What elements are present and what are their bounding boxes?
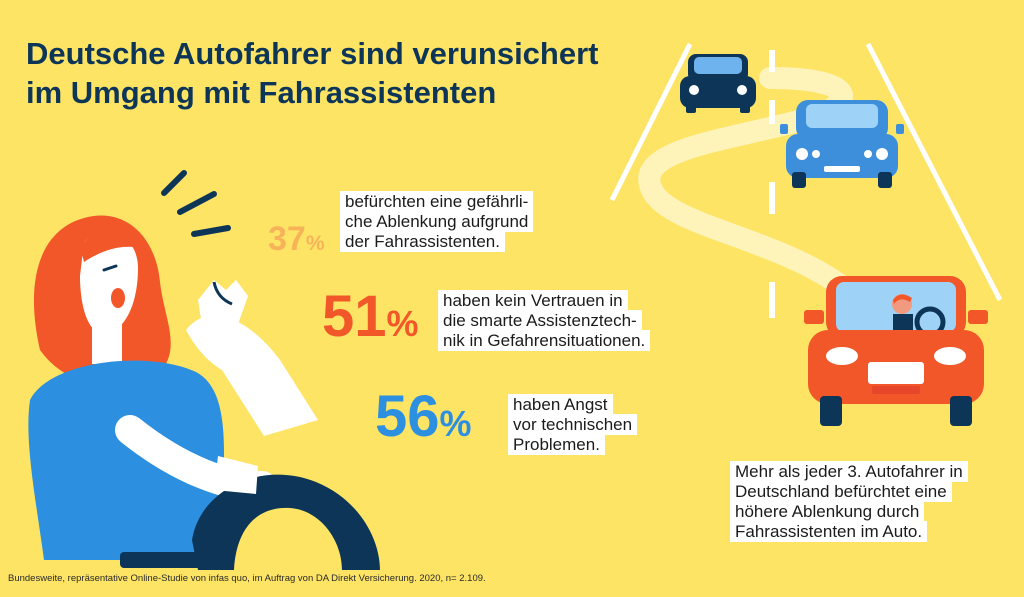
stress-lines <box>161 170 231 237</box>
stat-51-percent: 51% <box>322 288 418 346</box>
stat-51-line-3: nik in Gefahrensituationen. <box>438 330 651 351</box>
stat-37-line-3: der Fahrassistenten. <box>340 231 505 252</box>
stat-37-percent: 37% <box>268 222 325 256</box>
swerve-path <box>638 67 853 296</box>
stat-56-line-1: haben Angst <box>508 394 613 415</box>
stat-56-line-3: Problemen. <box>508 434 605 455</box>
steering-wheel <box>192 474 380 570</box>
page-title: Deutsche Autofahrer sind verunsichert im… <box>26 34 646 112</box>
stat-37-line-1: befürchten eine gefährli- <box>340 191 534 212</box>
mouth <box>111 288 125 308</box>
blue-car <box>780 100 904 188</box>
navy-car <box>680 54 756 113</box>
stat-56-text: haben Angst vor technischen Problemen. <box>508 394 638 455</box>
summary-line-4: Fahrassistenten im Auto. <box>730 521 928 542</box>
raised-arm <box>186 315 318 436</box>
stat-number: 51 <box>322 284 387 349</box>
stat-56-line-2: vor technischen <box>508 414 638 435</box>
stat-51-line-2: die smarte Assistenztech- <box>438 310 642 331</box>
road <box>609 42 1003 318</box>
road-edge-left <box>609 42 693 202</box>
summary-line-2: Deutschland befürchtet eine <box>730 481 952 502</box>
source-footnote: Bundesweite, repräsentative Online-Studi… <box>8 573 486 584</box>
shirt <box>28 360 225 560</box>
red-car <box>804 276 988 426</box>
stat-unit: % <box>305 232 325 255</box>
summary-line-3: höhere Ablenkung durch <box>730 501 925 522</box>
stat-unit: % <box>386 303 419 344</box>
stat-number: 56 <box>375 384 440 449</box>
stat-unit: % <box>439 403 472 444</box>
summary-line-1: Mehr als jeder 3. Autofahrer in <box>730 461 968 482</box>
title-line-2: im Umgang mit Fahrassistenten <box>26 75 497 110</box>
hand-on-wheel <box>214 456 258 494</box>
stat-37-line-2: che Ablenkung aufgrund <box>340 211 534 232</box>
title-line-1: Deutsche Autofahrer sind verunsichert <box>26 36 599 71</box>
road-edge-right <box>865 42 1003 302</box>
face <box>80 232 138 335</box>
woman <box>28 215 380 570</box>
stat-number: 37 <box>268 220 306 258</box>
stat-37-text: befürchten eine gefährli- che Ablenkung … <box>340 191 534 252</box>
summary-text: Mehr als jeder 3. Autofahrer in Deutschl… <box>730 461 968 542</box>
stat-51-text: haben kein Vertrauen in die smarte Assis… <box>438 290 651 351</box>
stat-56-percent: 56% <box>375 388 471 446</box>
stat-51-line-1: haben kein Vertrauen in <box>438 290 628 311</box>
hand <box>198 280 248 338</box>
